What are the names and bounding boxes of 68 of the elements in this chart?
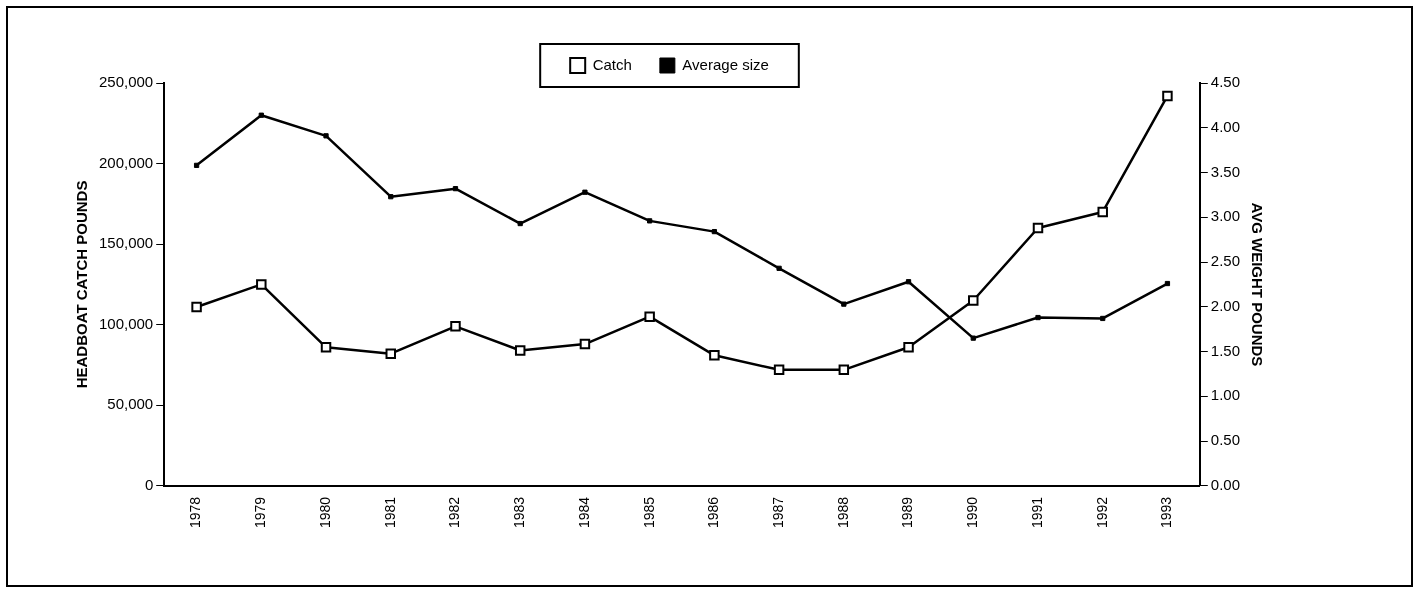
y-tick-label: 200,000 xyxy=(98,153,154,171)
point xyxy=(773,364,785,376)
x-tick-label: 1988 xyxy=(834,496,851,529)
point xyxy=(450,321,461,332)
y2-axis-title: AVG WEIGHT POUNDS xyxy=(1248,202,1266,367)
point xyxy=(1035,314,1041,321)
x-tick-label: 1984 xyxy=(575,496,592,529)
point xyxy=(644,311,655,322)
y-tick-label: 100,000 xyxy=(98,314,154,332)
x-tick-label: 1983 xyxy=(511,496,528,529)
x-tick-label: 1990 xyxy=(964,496,981,529)
point xyxy=(903,342,914,353)
point xyxy=(582,189,588,195)
point xyxy=(905,279,912,285)
x-tick-label: 1987 xyxy=(769,496,786,529)
x-tick-label: 1993 xyxy=(1158,496,1175,529)
x-tick-label: 1989 xyxy=(899,496,916,529)
x-tick-label: 1978 xyxy=(187,496,204,529)
point xyxy=(1162,90,1173,102)
point xyxy=(1164,280,1171,287)
y-tick-label: 0 xyxy=(144,476,154,493)
y-axis-title: HEADBOAT CATCH POUNDS xyxy=(73,180,91,389)
x-tick-label: 1982 xyxy=(446,496,463,529)
point xyxy=(256,279,267,290)
point xyxy=(709,350,720,361)
point xyxy=(452,186,459,192)
point xyxy=(647,218,653,224)
x-tick-label: 1981 xyxy=(381,496,398,529)
x-tick-label: 1985 xyxy=(640,496,657,529)
y2-tick-label: 0.50 xyxy=(1210,431,1241,449)
y-tick-label: 150,000 xyxy=(98,234,154,252)
point xyxy=(1097,206,1108,218)
y2-tick-label: 3.50 xyxy=(1210,162,1241,180)
x-tick-label: 1980 xyxy=(316,496,333,529)
y2-tick-label: 2.00 xyxy=(1210,296,1241,314)
y2-tick-label: 3.00 xyxy=(1210,207,1241,225)
x-tick-label: 1992 xyxy=(1093,496,1110,529)
x-tick-label: 1979 xyxy=(252,496,269,529)
point xyxy=(193,162,200,168)
y2-tick-label: 2.50 xyxy=(1210,252,1241,270)
x-tick-label: 1991 xyxy=(1028,496,1045,529)
y2-tick-label: 1.50 xyxy=(1210,341,1241,359)
point xyxy=(323,133,329,139)
y2-tick-label: 0.00 xyxy=(1210,476,1241,493)
y2-tick-label: 4.50 xyxy=(1210,73,1241,91)
point xyxy=(711,228,717,235)
point xyxy=(841,301,847,307)
point xyxy=(1032,222,1044,234)
point xyxy=(320,342,332,353)
x-tick-label: 1986 xyxy=(705,496,722,529)
point xyxy=(776,265,782,271)
point xyxy=(970,335,976,341)
point xyxy=(258,112,264,118)
y2-tick-label: 4.00 xyxy=(1210,117,1241,135)
legend-label: Average size xyxy=(682,55,769,73)
y-tick-label: 250,000 xyxy=(98,73,154,91)
point xyxy=(1100,315,1106,322)
point xyxy=(517,220,523,227)
point xyxy=(388,194,394,200)
point xyxy=(968,295,979,306)
point xyxy=(838,364,850,376)
point xyxy=(191,301,202,313)
point xyxy=(579,338,591,350)
y-tick-label: 50,000 xyxy=(107,395,154,413)
point xyxy=(514,345,526,356)
y2-tick-label: 1.00 xyxy=(1210,386,1241,404)
point xyxy=(385,348,396,359)
legend-label: Catch xyxy=(592,55,632,73)
